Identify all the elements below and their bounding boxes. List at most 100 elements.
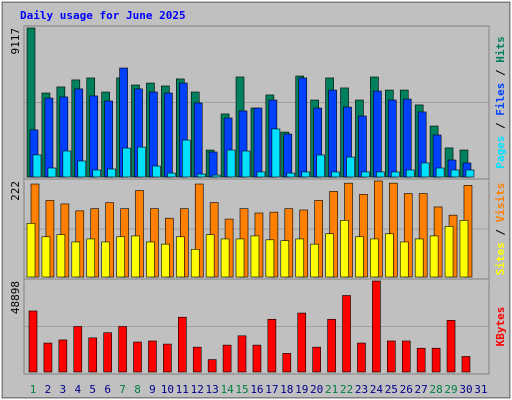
bar (355, 236, 364, 278)
bar (192, 346, 202, 373)
bar (286, 172, 296, 178)
bar (176, 236, 185, 278)
bar (196, 173, 206, 178)
bar (86, 238, 96, 278)
bar (88, 337, 98, 373)
bar (182, 139, 191, 178)
bar (58, 339, 68, 373)
bar (205, 234, 215, 278)
legend-separator: / (494, 222, 507, 242)
bar (295, 238, 305, 278)
bar (131, 235, 140, 278)
bar (253, 107, 263, 178)
bar (164, 92, 173, 178)
bar (401, 340, 411, 373)
bar (118, 326, 127, 373)
bar (431, 347, 441, 373)
bar (137, 146, 146, 178)
bar (77, 160, 87, 178)
bar (391, 171, 400, 178)
legend: Sites / Visits (494, 183, 507, 276)
bar (316, 154, 325, 178)
bar (357, 342, 366, 373)
bar (342, 295, 351, 373)
legend-entry: Sites (494, 242, 507, 275)
bar (43, 342, 53, 373)
bar (208, 151, 218, 178)
bar (122, 147, 131, 178)
bar (331, 171, 340, 178)
x-tick-label: 29 (444, 383, 457, 396)
legend-separator: / (494, 116, 507, 136)
bar (416, 347, 426, 373)
bar (297, 312, 307, 373)
bar (328, 89, 337, 178)
x-tick-label: 15 (235, 383, 248, 396)
bar (235, 238, 245, 278)
bar (358, 115, 367, 178)
bar (399, 241, 409, 278)
bar (107, 168, 116, 178)
bar (429, 235, 439, 278)
x-tick-label: 17 (265, 383, 278, 396)
x-tick-label: 12 (191, 383, 204, 396)
y-tick-label: 48898 (9, 281, 22, 314)
bar (56, 234, 66, 278)
bar (103, 332, 112, 373)
bar (282, 353, 292, 373)
bar (252, 344, 262, 373)
legend-entry: KBytes (494, 307, 507, 347)
bar (41, 236, 51, 278)
bar (283, 133, 293, 178)
chart-title: Daily usage for June 2025 (20, 9, 186, 22)
x-tick-label: 21 (325, 383, 338, 396)
x-tick-label: 31 (474, 383, 487, 396)
bar (167, 172, 176, 178)
x-tick-label: 27 (415, 383, 428, 396)
bar (388, 99, 397, 178)
bar (207, 359, 217, 373)
bar (370, 238, 379, 278)
bar (104, 100, 113, 178)
bar (241, 150, 251, 178)
bar (465, 169, 475, 178)
bar (146, 241, 155, 278)
y-tick-label: 222 (9, 181, 22, 201)
bar (163, 343, 172, 373)
bar (385, 233, 394, 278)
x-tick-label: 22 (340, 383, 353, 396)
x-tick-label: 28 (429, 383, 442, 396)
bar (92, 169, 102, 178)
x-tick-label: 14 (220, 383, 234, 396)
x-tick-label: 11 (176, 383, 189, 396)
bar (193, 102, 203, 178)
x-tick-label: 2 (45, 383, 52, 396)
bar (152, 165, 161, 178)
bar (402, 98, 412, 178)
x-tick-label: 7 (119, 383, 126, 396)
y-tick-label: 9117 (9, 28, 22, 55)
bar (271, 128, 281, 178)
bar (265, 239, 275, 278)
bar (178, 316, 187, 373)
legend: Pages / Files / Hits (494, 36, 507, 169)
bar (71, 241, 81, 278)
bar (461, 356, 471, 373)
bar (420, 162, 430, 178)
legend-entry: Pages (494, 136, 507, 169)
x-tick-label: 3 (60, 383, 67, 396)
bar (376, 171, 385, 178)
bar (148, 340, 157, 373)
bar (346, 156, 355, 178)
bar (361, 171, 370, 178)
x-tick-label: 18 (280, 383, 293, 396)
bar (310, 243, 319, 278)
bar (161, 243, 170, 278)
bar (298, 77, 308, 178)
x-tick-label: 13 (206, 383, 219, 396)
bar (405, 169, 415, 178)
bar (267, 318, 277, 373)
x-tick-label: 25 (385, 383, 398, 396)
bar (250, 235, 260, 278)
